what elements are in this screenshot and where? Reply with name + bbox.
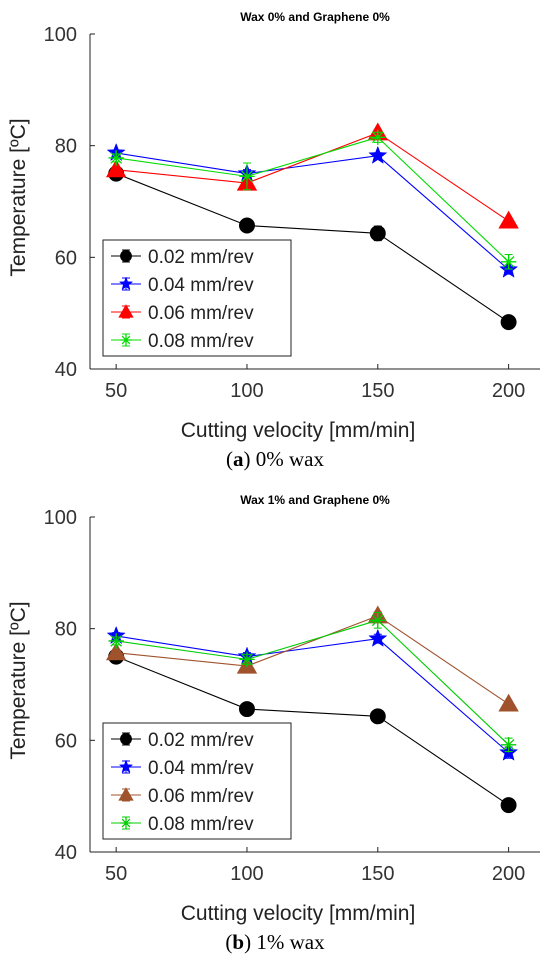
x-tick-label: 150	[361, 380, 394, 402]
legend-label: 0.08 mm/rev	[148, 331, 254, 352]
x-tick-label: 100	[230, 380, 263, 402]
data-point	[368, 628, 388, 647]
caption-b: (b) 1% wax	[225, 930, 325, 954]
x-tick-label: 200	[492, 863, 525, 885]
x-axis-label: Cutting velocity [mm/min]	[181, 419, 416, 442]
x-tick-label: 200	[492, 380, 525, 402]
legend-label: 0.02 mm/rev	[148, 247, 254, 268]
series-line	[116, 635, 509, 754]
series-line	[116, 619, 509, 746]
legend-label: 0.08 mm/rev	[148, 814, 254, 835]
legend-box	[102, 722, 292, 840]
series-4	[108, 129, 517, 270]
caption-b-letter: b	[232, 930, 245, 954]
legend: 0.02 mm/rev 0.04 mm/rev 0.06 mm/rev 0.08 mm…	[102, 722, 292, 840]
legend-marker	[118, 759, 134, 774]
legend-marker	[118, 787, 134, 801]
legend-marker	[120, 250, 132, 262]
y-tick-label: 100	[44, 507, 77, 529]
chart-b: Wax 1% and Graphene 0% 40 60 80 100 50 100 150 2…	[7, 493, 540, 925]
series-line	[116, 615, 509, 705]
caption-a: (a) 0% wax	[226, 447, 324, 471]
legend-label: 0.02 mm/rev	[148, 730, 254, 751]
legend-box	[102, 239, 292, 357]
data-point	[370, 612, 386, 628]
y-tick-label: 80	[55, 619, 77, 641]
y-tick-label: 40	[55, 842, 77, 864]
x-tick-label: 50	[105, 380, 127, 402]
x-tick-label: 150	[361, 863, 394, 885]
data-point	[239, 168, 255, 185]
figure-panel-a: Wax 0% and Graphene 0% 40 60 80 100 50 100 150 2…	[0, 0, 550, 480]
series-line	[116, 136, 509, 263]
data-point	[108, 150, 124, 166]
y-tick-label: 60	[55, 730, 77, 752]
data-point	[105, 159, 127, 178]
data-point	[369, 225, 386, 242]
y-tick-label: 80	[55, 136, 77, 158]
legend-marker	[118, 304, 134, 318]
series-line	[116, 152, 509, 271]
y-axis-label: Temperature [ºC]	[7, 118, 30, 276]
legend: 0.02 mm/rev 0.04 mm/rev 0.06 mm/rev 0.08 mm…	[102, 239, 292, 357]
legend-label: 0.06 mm/rev	[148, 303, 254, 324]
y-tick-label: 60	[55, 247, 77, 269]
chart-title: Wax 1% and Graphene 0%	[240, 493, 390, 507]
data-point	[370, 129, 386, 145]
caption-a-letter: a	[233, 447, 244, 471]
y-tick-label: 40	[55, 359, 77, 381]
series-4	[108, 611, 517, 753]
chart-title: Wax 0% and Graphene 0%	[240, 10, 390, 24]
data-point	[498, 693, 519, 712]
legend-marker	[120, 733, 132, 745]
data-point	[105, 642, 127, 661]
data-point	[500, 314, 517, 331]
caption-a-text: 0% wax	[255, 447, 324, 471]
data-point	[238, 217, 255, 234]
series-line	[115, 173, 509, 323]
legend-label: 0.04 mm/rev	[148, 275, 254, 296]
data-point	[108, 633, 124, 649]
caption-b-text: 1% wax	[256, 930, 325, 954]
data-point	[369, 708, 386, 725]
chart-a: Wax 0% and Graphene 0% 40 60 80 100 50 100 150 2…	[7, 10, 540, 442]
data-point	[500, 254, 517, 270]
legend-marker	[118, 276, 134, 291]
data-point	[238, 701, 255, 718]
x-tick-label: 50	[105, 863, 127, 885]
legend-marker	[120, 817, 132, 829]
data-point	[368, 145, 388, 164]
y-tick-label: 100	[44, 24, 77, 46]
legend-marker	[120, 334, 132, 346]
series-3	[105, 122, 519, 229]
x-tick-label: 100	[230, 863, 263, 885]
legend-label: 0.04 mm/rev	[148, 758, 254, 779]
series-line	[116, 132, 509, 222]
data-point	[500, 737, 517, 753]
x-axis-label: Cutting velocity [mm/min]	[181, 902, 416, 925]
data-point	[498, 210, 519, 229]
data-point	[239, 651, 255, 668]
figure-panel-b: Wax 1% and Graphene 0% 40 60 80 100 50 100 150 2…	[0, 483, 550, 963]
series-line	[115, 656, 509, 806]
y-axis-label: Temperature [ºC]	[7, 601, 30, 759]
legend-label: 0.06 mm/rev	[148, 786, 254, 807]
data-point	[500, 797, 517, 814]
